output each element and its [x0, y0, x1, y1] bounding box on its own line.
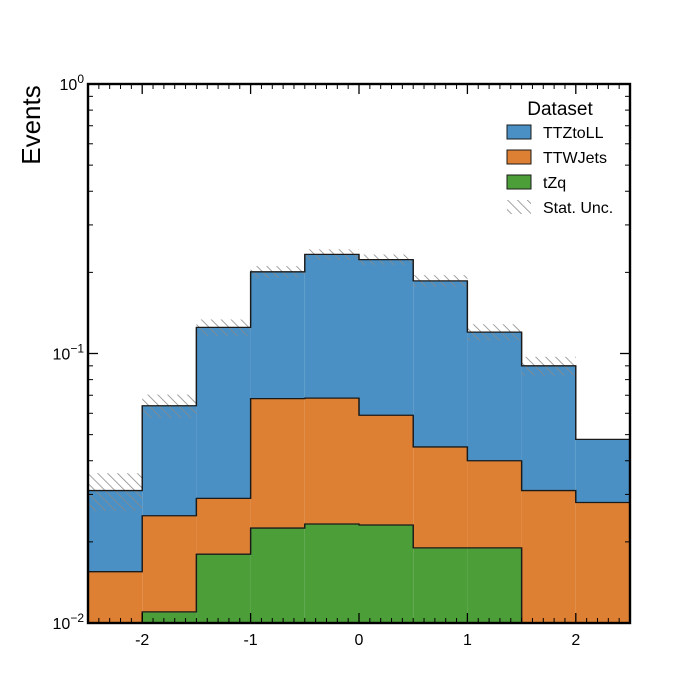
legend-title: Dataset — [527, 99, 593, 120]
legend-swatch-stat-unc- — [507, 200, 531, 214]
bar-ttwjets-bin-7 — [467, 460, 522, 548]
bar-tzq-bin-3 — [250, 528, 305, 623]
y-tick-label: 10−1 — [53, 342, 85, 364]
bar-ttwjets-bin-0 — [88, 571, 143, 623]
bar-ttwjets-bin-9 — [575, 502, 630, 623]
y-axis-label: Events — [16, 85, 46, 165]
legend-swatch-ttwjets — [506, 149, 532, 165]
x-tick-label: 1 — [463, 632, 472, 649]
x-tick-label: 0 — [355, 632, 364, 649]
bar-ttztoll-bin-1 — [142, 405, 197, 516]
x-tick-label: 2 — [571, 632, 580, 649]
bar-tzq-bin-4 — [304, 523, 359, 623]
bar-ttwjets-bin-6 — [413, 446, 468, 548]
legend-label-ttztoll: TTZtoLL — [543, 125, 604, 142]
bar-ttwjets-bin-5 — [359, 415, 414, 526]
bar-ttztoll-bin-8 — [521, 365, 576, 491]
bar-ttwjets-bin-8 — [521, 490, 576, 623]
plot-frame — [86, 82, 632, 625]
bar-tzq-bin-7 — [467, 547, 522, 623]
bar-ttwjets-bin-1 — [142, 515, 197, 612]
bar-ttwjets-bin-3 — [250, 398, 305, 529]
y-tick-label: 100 — [60, 72, 85, 94]
legend-label-tzq: tZq — [543, 175, 566, 192]
bar-ttztoll-bin-3 — [250, 271, 305, 399]
bar-tzq-bin-6 — [413, 547, 468, 623]
x-tick-label: -1 — [243, 632, 257, 649]
legend-label-stat-unc-: Stat. Unc. — [543, 200, 613, 217]
y-tick-label: 10−2 — [53, 611, 85, 633]
x-tick-label: -2 — [135, 632, 149, 649]
legend-swatch-ttztoll — [506, 124, 532, 140]
bar-ttwjets-bin-2 — [196, 498, 251, 555]
bar-ttztoll-bin-6 — [413, 280, 468, 447]
bar-ttztoll-bin-5 — [359, 259, 414, 416]
stat-unc-band-bin-0 — [88, 473, 143, 511]
legend-swatch-tzq — [506, 174, 532, 190]
bar-ttztoll-bin-2 — [196, 327, 251, 499]
bar-ttztoll-bin-4 — [304, 254, 359, 399]
legend-label-ttwjets: TTWJets — [543, 150, 607, 167]
bar-tzq-bin-1 — [142, 611, 197, 623]
bar-tzq-bin-2 — [196, 554, 251, 623]
bar-ttwjets-bin-4 — [304, 398, 359, 524]
bar-ttztoll-bin-9 — [575, 439, 630, 503]
bar-tzq-bin-5 — [359, 525, 414, 623]
bar-ttztoll-bin-7 — [467, 332, 522, 461]
